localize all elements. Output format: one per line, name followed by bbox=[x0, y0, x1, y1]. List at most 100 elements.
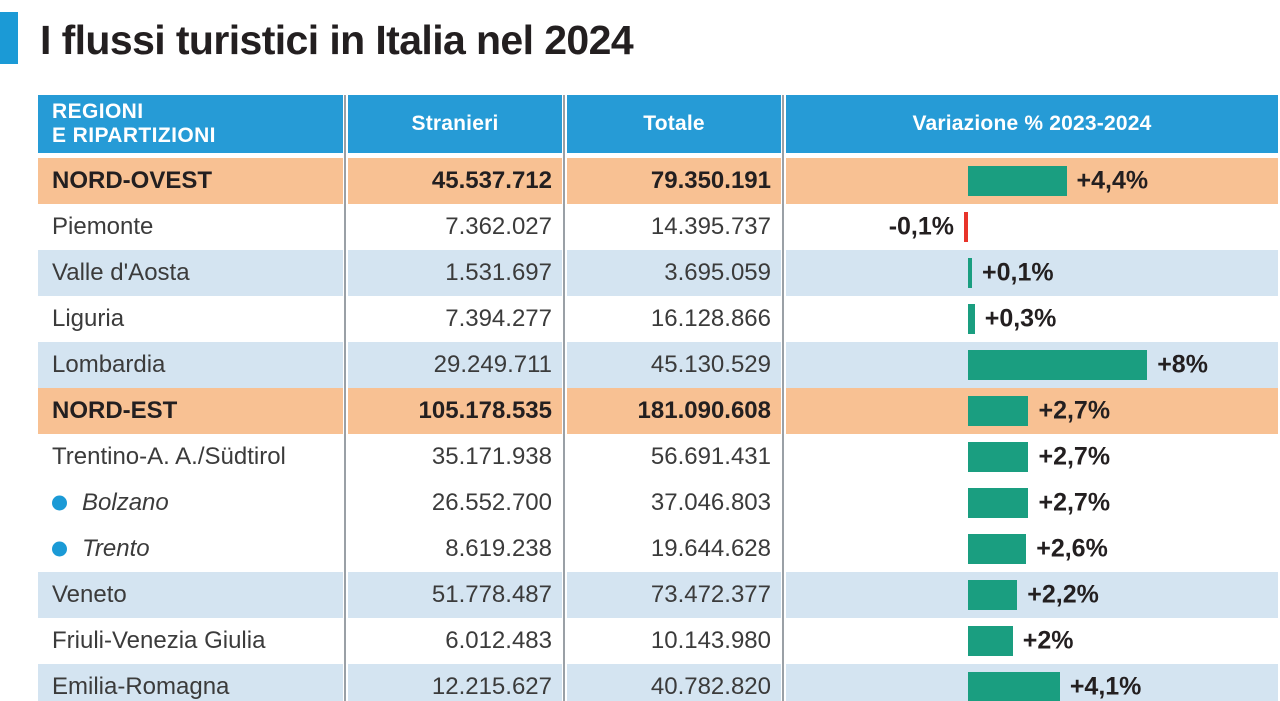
row-band-var bbox=[786, 204, 1278, 250]
cell-region-name: Trento bbox=[82, 535, 150, 562]
table-header-row: REGIONI E RIPARTIZIONI Stranieri Totale … bbox=[38, 95, 1278, 158]
bullet-icon bbox=[52, 541, 67, 557]
row-band-tot bbox=[567, 250, 781, 296]
cell-region-name: Friuli-Venezia Giulia bbox=[52, 627, 266, 654]
table-row[interactable]: Piemonte 7.362.027 14.395.737 -0,1% bbox=[38, 204, 1278, 250]
cell-region-name: NORD-OVEST bbox=[52, 167, 213, 194]
row-band-region bbox=[38, 388, 343, 434]
row-band-tot bbox=[567, 526, 781, 572]
row-band-var bbox=[786, 618, 1278, 664]
variation-chart-cell: +2,7% bbox=[786, 434, 1278, 480]
variation-label: +2,2% bbox=[1027, 580, 1099, 609]
row-band-var bbox=[786, 480, 1278, 526]
variation-chart-cell: +8% bbox=[786, 342, 1278, 388]
cell-totale-value: 181.090.608 bbox=[637, 397, 771, 424]
cell-totale-value: 19.644.628 bbox=[650, 535, 771, 562]
cell-totale-value: 3.695.059 bbox=[664, 259, 771, 286]
row-band-var bbox=[786, 296, 1278, 342]
variation-bar bbox=[968, 304, 975, 334]
table-row[interactable]: NORD-OVEST 45.537.712 79.350.191 +4,4% bbox=[38, 158, 1278, 204]
table-row[interactable]: Lombardia 29.249.711 45.130.529 +8% bbox=[38, 342, 1278, 388]
row-band-var bbox=[786, 388, 1278, 434]
row-band-stran bbox=[348, 434, 562, 480]
cell-region-name: Piemonte bbox=[52, 213, 154, 240]
variation-chart-cell: +2,6% bbox=[786, 526, 1278, 572]
variation-label: +2,6% bbox=[1036, 534, 1108, 563]
table-body: NORD-OVEST 45.537.712 79.350.191 +4,4% Piemo… bbox=[38, 158, 1278, 701]
row-band-tot bbox=[567, 388, 781, 434]
header-cell-variazione: Variazione % 2023-2024 bbox=[786, 95, 1278, 158]
cell-totale-value: 45.130.529 bbox=[650, 351, 771, 378]
variation-bar bbox=[968, 442, 1029, 472]
variation-label: +2,7% bbox=[1038, 442, 1111, 471]
row-band-tot bbox=[567, 434, 781, 480]
header-cell-region: REGIONI E RIPARTIZIONI bbox=[38, 95, 343, 158]
row-band-var bbox=[786, 572, 1278, 618]
bullet-icon bbox=[52, 495, 67, 511]
page-title: I flussi turistici in Italia nel 2024 bbox=[40, 17, 634, 63]
row-band-stran bbox=[348, 342, 562, 388]
variation-bar bbox=[964, 212, 968, 242]
header-cell-stranieri: Stranieri bbox=[348, 95, 562, 158]
variation-chart-cell: +2,7% bbox=[786, 480, 1278, 526]
variation-chart-cell: +2,2% bbox=[786, 572, 1278, 618]
row-band-region bbox=[38, 526, 343, 572]
variation-chart-cell: +2% bbox=[786, 618, 1278, 664]
variation-bar bbox=[968, 166, 1067, 196]
variation-bar bbox=[968, 626, 1013, 656]
row-band-stran bbox=[348, 250, 562, 296]
row-band-tot bbox=[567, 480, 781, 526]
cell-region-name: Liguria bbox=[52, 305, 125, 332]
table-row[interactable]: Friuli-Venezia Giulia 6.012.483 10.143.980… bbox=[38, 618, 1278, 664]
row-band-region bbox=[38, 434, 343, 480]
row-band-tot bbox=[567, 664, 781, 701]
table-row[interactable]: Bolzano 26.552.700 37.046.803 +2,7% bbox=[38, 480, 1278, 526]
row-band-region bbox=[38, 158, 343, 204]
column-divider-1 bbox=[344, 95, 346, 701]
row-band-stran bbox=[348, 204, 562, 250]
table-row[interactable]: Liguria 7.394.277 16.128.866 +0,3% bbox=[38, 296, 1278, 342]
variation-chart-cell: +0,1% bbox=[786, 250, 1278, 296]
row-band-tot bbox=[567, 204, 781, 250]
variation-label: +0,3% bbox=[984, 304, 1057, 333]
row-band-region bbox=[38, 480, 343, 526]
cell-region-name: Bolzano bbox=[82, 489, 169, 516]
accent-bar bbox=[0, 12, 18, 64]
cell-stranieri-value: 1.531.697 bbox=[445, 259, 552, 286]
row-band-region bbox=[38, 572, 343, 618]
cell-region-name: Veneto bbox=[52, 581, 127, 608]
row-band-stran bbox=[348, 664, 562, 701]
cell-stranieri-value: 7.362.027 bbox=[445, 213, 552, 240]
table-row[interactable]: NORD-EST 105.178.535 181.090.608 +2,7% bbox=[38, 388, 1278, 434]
variation-bar bbox=[968, 580, 1018, 610]
cell-region-name: Valle d'Aosta bbox=[52, 259, 190, 286]
variation-bar bbox=[968, 350, 1148, 380]
header-variazione-label: Variazione % 2023-2024 bbox=[786, 95, 1278, 153]
table-row[interactable]: Valle d'Aosta 1.531.697 3.695.059 +0,1% bbox=[38, 250, 1278, 296]
row-band-region bbox=[38, 342, 343, 388]
cell-totale-value: 56.691.431 bbox=[650, 443, 771, 470]
cell-region-name: NORD-EST bbox=[52, 397, 178, 424]
row-band-tot bbox=[567, 572, 781, 618]
cell-region-name: Lombardia bbox=[52, 351, 166, 378]
cell-stranieri-value: 12.215.627 bbox=[431, 673, 552, 700]
cell-region-name: Emilia-Romagna bbox=[52, 673, 230, 700]
variation-bar bbox=[968, 534, 1027, 564]
variation-bar bbox=[968, 396, 1029, 426]
variation-chart-cell: +4,1% bbox=[786, 664, 1278, 701]
row-band-tot bbox=[567, 296, 781, 342]
variation-chart-cell: +0,3% bbox=[786, 296, 1278, 342]
table-row[interactable]: Trentino-A. A./Südtirol 35.171.938 56.691.… bbox=[38, 434, 1278, 480]
variation-label: +8% bbox=[1157, 350, 1208, 379]
row-band-var bbox=[786, 526, 1278, 572]
variation-bar bbox=[968, 672, 1060, 701]
cell-stranieri-value: 35.171.938 bbox=[431, 443, 552, 470]
variation-bar bbox=[968, 488, 1029, 518]
table-row[interactable]: Veneto 51.778.487 73.472.377 +2,2% bbox=[38, 572, 1278, 618]
row-band-region bbox=[38, 204, 343, 250]
table-row[interactable]: Emilia-Romagna 12.215.627 40.782.820 +4,1% bbox=[38, 664, 1278, 701]
table-row[interactable]: Trento 8.619.238 19.644.628 +2,6% bbox=[38, 526, 1278, 572]
row-band-stran bbox=[348, 618, 562, 664]
row-band-var bbox=[786, 434, 1278, 480]
